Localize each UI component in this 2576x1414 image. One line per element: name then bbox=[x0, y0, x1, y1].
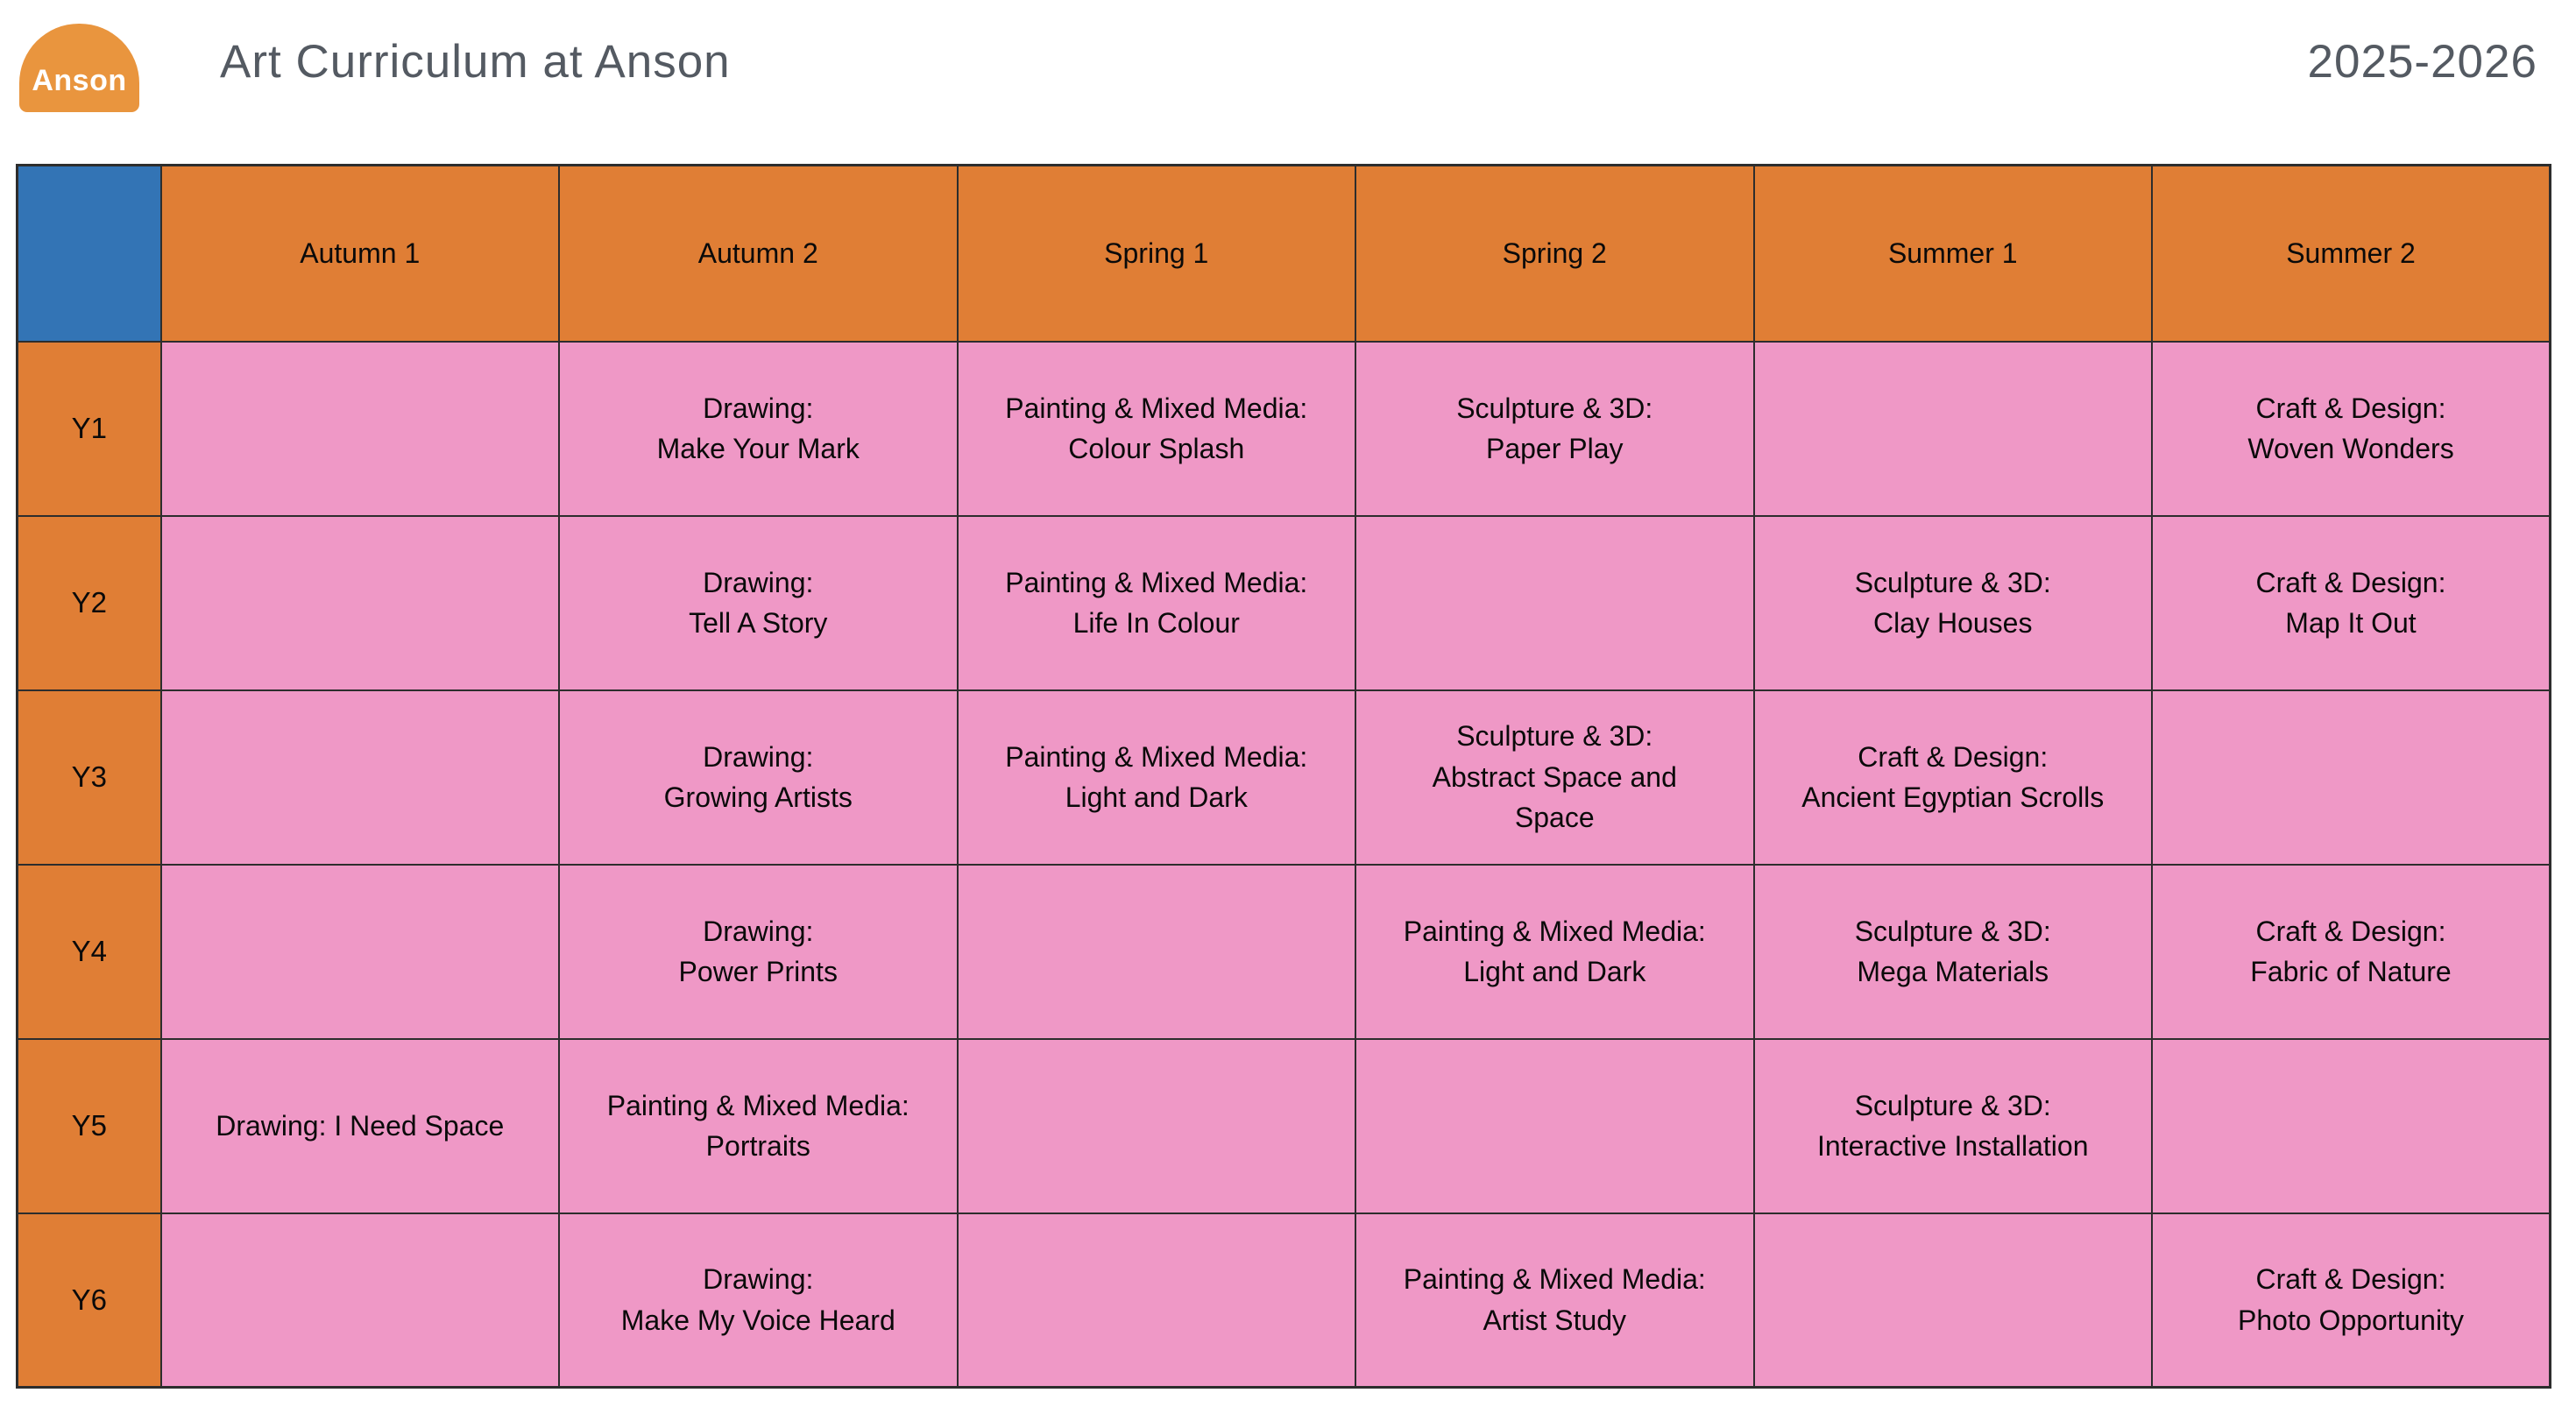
unit-cell: Drawing: I Need Space bbox=[159, 1037, 560, 1214]
unit-cell: Drawing: Growing Artists bbox=[558, 689, 959, 866]
unit-cell-empty bbox=[1752, 1212, 2153, 1389]
year-row-y3: Y3 Drawing: Growing Artists Painting & Mix… bbox=[16, 689, 2551, 866]
term-header-spring-2: Spring 2 bbox=[1355, 164, 1755, 343]
year-row-y5: Y5 Drawing: I Need Space Painting & Mixed … bbox=[16, 1037, 2551, 1214]
unit-cell: Painting & Mixed Media: Life In Colour bbox=[956, 514, 1356, 691]
term-header-spring-1: Spring 1 bbox=[956, 164, 1356, 343]
curriculum-table: Autumn 1 Autumn 2 Spring 1 Spring 2 Summer 1… bbox=[16, 164, 2551, 1389]
unit-cell-empty bbox=[956, 863, 1356, 1040]
unit-cell: Craft & Design: Woven Wonders bbox=[2151, 340, 2551, 517]
unit-cell-empty bbox=[1752, 340, 2153, 517]
unit-cell: Drawing: Make My Voice Heard bbox=[558, 1212, 959, 1389]
unit-cell: Drawing: Tell A Story bbox=[558, 514, 959, 691]
school-year-label: 2025-2026 bbox=[2307, 36, 2537, 88]
unit-cell-empty bbox=[159, 514, 560, 691]
logo-text: Anson bbox=[32, 64, 127, 97]
unit-cell: Sculpture & 3D: Interactive Installation bbox=[1752, 1037, 2153, 1214]
unit-cell: Painting & Mixed Media: Light and Dark bbox=[1355, 863, 1755, 1040]
page-header: Anson Art Curriculum at Anson 2025-2026 bbox=[0, 0, 2576, 164]
term-header-autumn-1: Autumn 1 bbox=[159, 164, 560, 343]
unit-cell: Craft & Design: Ancient Egyptian Scrolls bbox=[1752, 689, 2153, 866]
unit-cell-empty bbox=[1355, 514, 1755, 691]
unit-cell-empty bbox=[159, 340, 560, 517]
unit-cell: Painting & Mixed Media: Colour Splash bbox=[956, 340, 1356, 517]
term-header-row: Autumn 1 Autumn 2 Spring 1 Spring 2 Summer 1… bbox=[16, 164, 2551, 343]
unit-cell-empty bbox=[956, 1037, 1356, 1214]
unit-cell: Painting & Mixed Media: Artist Study bbox=[1355, 1212, 1755, 1389]
unit-cell: Craft & Design: Fabric of Nature bbox=[2151, 863, 2551, 1040]
unit-cell-empty bbox=[2151, 1037, 2551, 1214]
year-label-y1: Y1 bbox=[16, 340, 162, 517]
unit-cell-empty bbox=[2151, 689, 2551, 866]
year-row-y2: Y2 Drawing: Tell A Story Painting & Mixed … bbox=[16, 514, 2551, 691]
year-label-y4: Y4 bbox=[16, 863, 162, 1040]
unit-cell: Painting & Mixed Media: Light and Dark bbox=[956, 689, 1356, 866]
year-row-y6: Y6 Drawing: Make My Voice Heard Painting &… bbox=[16, 1212, 2551, 1389]
unit-cell-empty bbox=[1355, 1037, 1755, 1214]
unit-cell: Sculpture & 3D: Mega Materials bbox=[1752, 863, 2153, 1040]
curriculum-table-body: Y1 Drawing: Make Your Mark Painting & Mixe… bbox=[16, 340, 2551, 1389]
unit-cell: Painting & Mixed Media: Portraits bbox=[558, 1037, 959, 1214]
year-label-y5: Y5 bbox=[16, 1037, 162, 1214]
unit-cell: Sculpture & 3D: Abstract Space and Space bbox=[1355, 689, 1755, 866]
unit-cell-empty bbox=[159, 863, 560, 1040]
year-row-y4: Y4 Drawing: Power Prints Painting & Mixed … bbox=[16, 863, 2551, 1040]
year-label-y2: Y2 bbox=[16, 514, 162, 691]
unit-cell: Drawing: Power Prints bbox=[558, 863, 959, 1040]
unit-cell: Sculpture & 3D: Paper Play bbox=[1355, 340, 1755, 517]
year-label-y6: Y6 bbox=[16, 1212, 162, 1389]
unit-cell: Craft & Design: Map It Out bbox=[2151, 514, 2551, 691]
unit-cell-empty bbox=[159, 689, 560, 866]
unit-cell: Drawing: Make Your Mark bbox=[558, 340, 959, 517]
unit-cell: Sculpture & 3D: Clay Houses bbox=[1752, 514, 2153, 691]
term-header-summer-2: Summer 2 bbox=[2151, 164, 2551, 343]
anson-logo: Anson bbox=[19, 24, 139, 112]
term-header-autumn-2: Autumn 2 bbox=[558, 164, 959, 343]
corner-cell bbox=[16, 164, 162, 343]
unit-cell: Craft & Design: Photo Opportunity bbox=[2151, 1212, 2551, 1389]
term-header-summer-1: Summer 1 bbox=[1752, 164, 2153, 343]
year-row-y1: Y1 Drawing: Make Your Mark Painting & Mixe… bbox=[16, 340, 2551, 517]
unit-cell-empty bbox=[159, 1212, 560, 1389]
year-label-y3: Y3 bbox=[16, 689, 162, 866]
page-title: Art Curriculum at Anson bbox=[220, 36, 731, 88]
unit-cell-empty bbox=[956, 1212, 1356, 1389]
